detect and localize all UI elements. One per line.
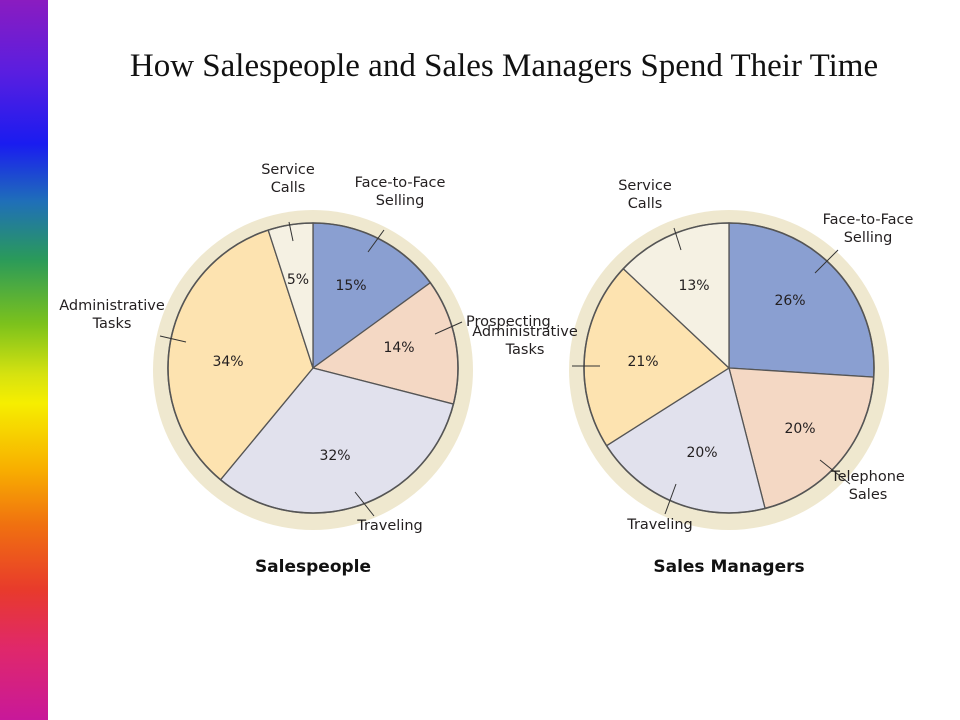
salespeople-leader-line-prospecting: [434, 321, 463, 335]
sales-managers-leader-line-face-to-face-selling: [814, 249, 839, 274]
salespeople-leader-line-traveling: [354, 491, 375, 517]
sales-managers-category-label-service-calls: Service Calls: [618, 178, 672, 212]
sales-managers-category-label-administrative-tasks: Administrative Tasks: [472, 324, 578, 358]
salespeople-category-label-face-to-face-selling: Face-to-Face Selling: [355, 175, 446, 209]
salespeople-data-label-administrative-tasks: 34%: [212, 354, 243, 370]
sales-managers-data-label-telephone-sales: 20%: [784, 421, 815, 437]
rainbow-accent-bar: [0, 0, 48, 720]
salespeople-data-label-traveling: 32%: [319, 448, 350, 464]
sales-managers-pie-outline: [583, 222, 875, 514]
sales-managers-chart-title: Sales Managers: [653, 557, 804, 577]
sales-managers-data-label-administrative-tasks: 21%: [627, 354, 658, 370]
sales-managers-pie: 26% Face-to-Face Selling 20% Telephone Sales 2…: [472, 178, 913, 577]
sales-managers-leader-line-traveling: [664, 483, 677, 515]
salespeople-leader-line-administrative-tasks: [159, 335, 187, 343]
slide-title: How Salespeople and Sales Managers Spend…: [129, 48, 879, 84]
sales-managers-data-label-face-to-face-selling: 26%: [774, 293, 805, 309]
salespeople-category-label-traveling: Traveling: [356, 518, 423, 534]
salespeople-leader-line-service-calls: [288, 221, 294, 242]
salespeople-pie-outline: [167, 222, 459, 514]
sales-managers-leader-line-service-calls: [673, 227, 682, 251]
salespeople-data-label-service-calls: 5%: [287, 272, 309, 288]
salespeople-category-label-service-calls: Service Calls: [261, 162, 315, 196]
sales-managers-data-label-service-calls: 13%: [678, 278, 709, 294]
salespeople-data-label-face-to-face-selling: 15%: [335, 278, 366, 294]
salespeople-leader-line-face-to-face-selling: [367, 229, 385, 253]
sales-managers-data-label-traveling: 20%: [686, 445, 717, 461]
salespeople-category-label-administrative-tasks: Administrative Tasks: [59, 298, 165, 332]
sales-managers-category-label-traveling: Traveling: [626, 517, 693, 533]
salespeople-pie: 15% Face-to-Face Selling 14% Prospecting 32% T…: [59, 162, 551, 577]
salespeople-category-label-prospecting: Prospecting: [466, 314, 551, 330]
salespeople-data-label-prospecting: 14%: [383, 340, 414, 356]
sales-managers-leader-line-telephone-sales: [819, 459, 851, 485]
sales-managers-category-label-telephone-sales: Telephone Sales: [830, 469, 905, 503]
sales-managers-category-label-face-to-face-selling: Face-to-Face Selling: [823, 212, 914, 246]
salespeople-chart-title: Salespeople: [255, 557, 371, 577]
